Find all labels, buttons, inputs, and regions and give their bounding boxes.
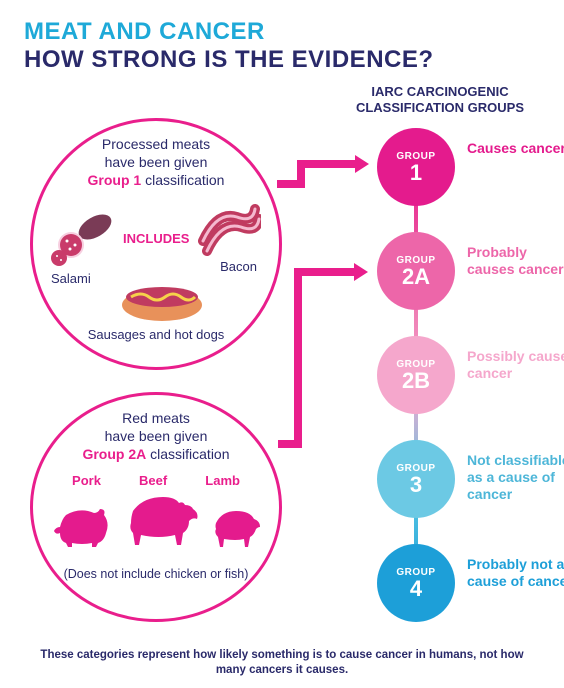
group-node-4: GROUP4	[377, 544, 455, 622]
group-id: 2A	[402, 266, 430, 288]
group-label-1: Causes cancer	[467, 140, 564, 157]
pig-icon	[52, 503, 114, 549]
group-label-3: Not classifiable as a cause of cancer	[467, 452, 564, 502]
salami-icon	[47, 209, 117, 269]
group-id: 3	[410, 474, 422, 496]
arrow-red-to-g2a	[294, 268, 356, 276]
arrow-processed-to-g1-head	[355, 155, 369, 173]
bacon-icon	[197, 201, 261, 261]
group-id: 1	[410, 162, 422, 184]
pork-label: Pork	[72, 473, 101, 488]
cow-icon	[125, 493, 199, 549]
c2-group: Group 2A	[82, 446, 146, 462]
group-label-2B: Possibly causes cancer	[467, 348, 564, 382]
title-line-2: HOW STRONG IS THE EVIDENCE?	[0, 46, 564, 74]
bacon-label: Bacon	[220, 259, 257, 274]
c1-intro-b: have been given	[105, 154, 208, 170]
sausages-label: Sausages and hot dogs	[33, 327, 279, 342]
group-node-2B: GROUP2B	[377, 336, 455, 414]
c2-intro-b: have been given	[105, 428, 208, 444]
c2-note: (Does not include chicken or fish)	[33, 567, 279, 581]
arrow-red-to-g2a	[294, 268, 302, 448]
group-label-4: Probably not a cause of cancer	[467, 556, 564, 590]
group-node-2A: GROUP2A	[377, 232, 455, 310]
title-line-1: MEAT AND CANCER	[0, 0, 564, 46]
lamb-label: Lamb	[205, 473, 240, 488]
salami-label: Salami	[51, 271, 91, 286]
red-meats-circle: Red meats have been given Group 2A class…	[30, 392, 282, 622]
c2-intro-a: Red meats	[122, 410, 190, 426]
group-label-2A: Probably causes cancer	[467, 244, 564, 278]
group-node-3: GROUP3	[377, 440, 455, 518]
processed-meats-circle: Processed meats have been given Group 1 …	[30, 118, 282, 370]
group-node-1: GROUP1	[377, 128, 455, 206]
iarc-subtitle: IARC CARCINOGENIC CLASSIFICATION GROUPS	[340, 84, 540, 115]
footer-note: These categories represent how likely so…	[0, 648, 564, 678]
c1-group-suffix: classification	[141, 172, 224, 188]
group-id: 2B	[402, 370, 430, 392]
hotdog-icon	[117, 271, 207, 326]
lamb-icon	[210, 505, 260, 549]
arrow-processed-to-g1	[297, 160, 357, 168]
arrow-red-to-g2a-head	[354, 263, 368, 281]
includes-label: INCLUDES	[123, 231, 189, 246]
c1-group: Group 1	[88, 172, 142, 188]
group-id: 4	[410, 578, 422, 600]
c1-intro-a: Processed meats	[102, 136, 210, 152]
beef-label: Beef	[139, 473, 167, 488]
c2-group-suffix: classification	[146, 446, 229, 462]
